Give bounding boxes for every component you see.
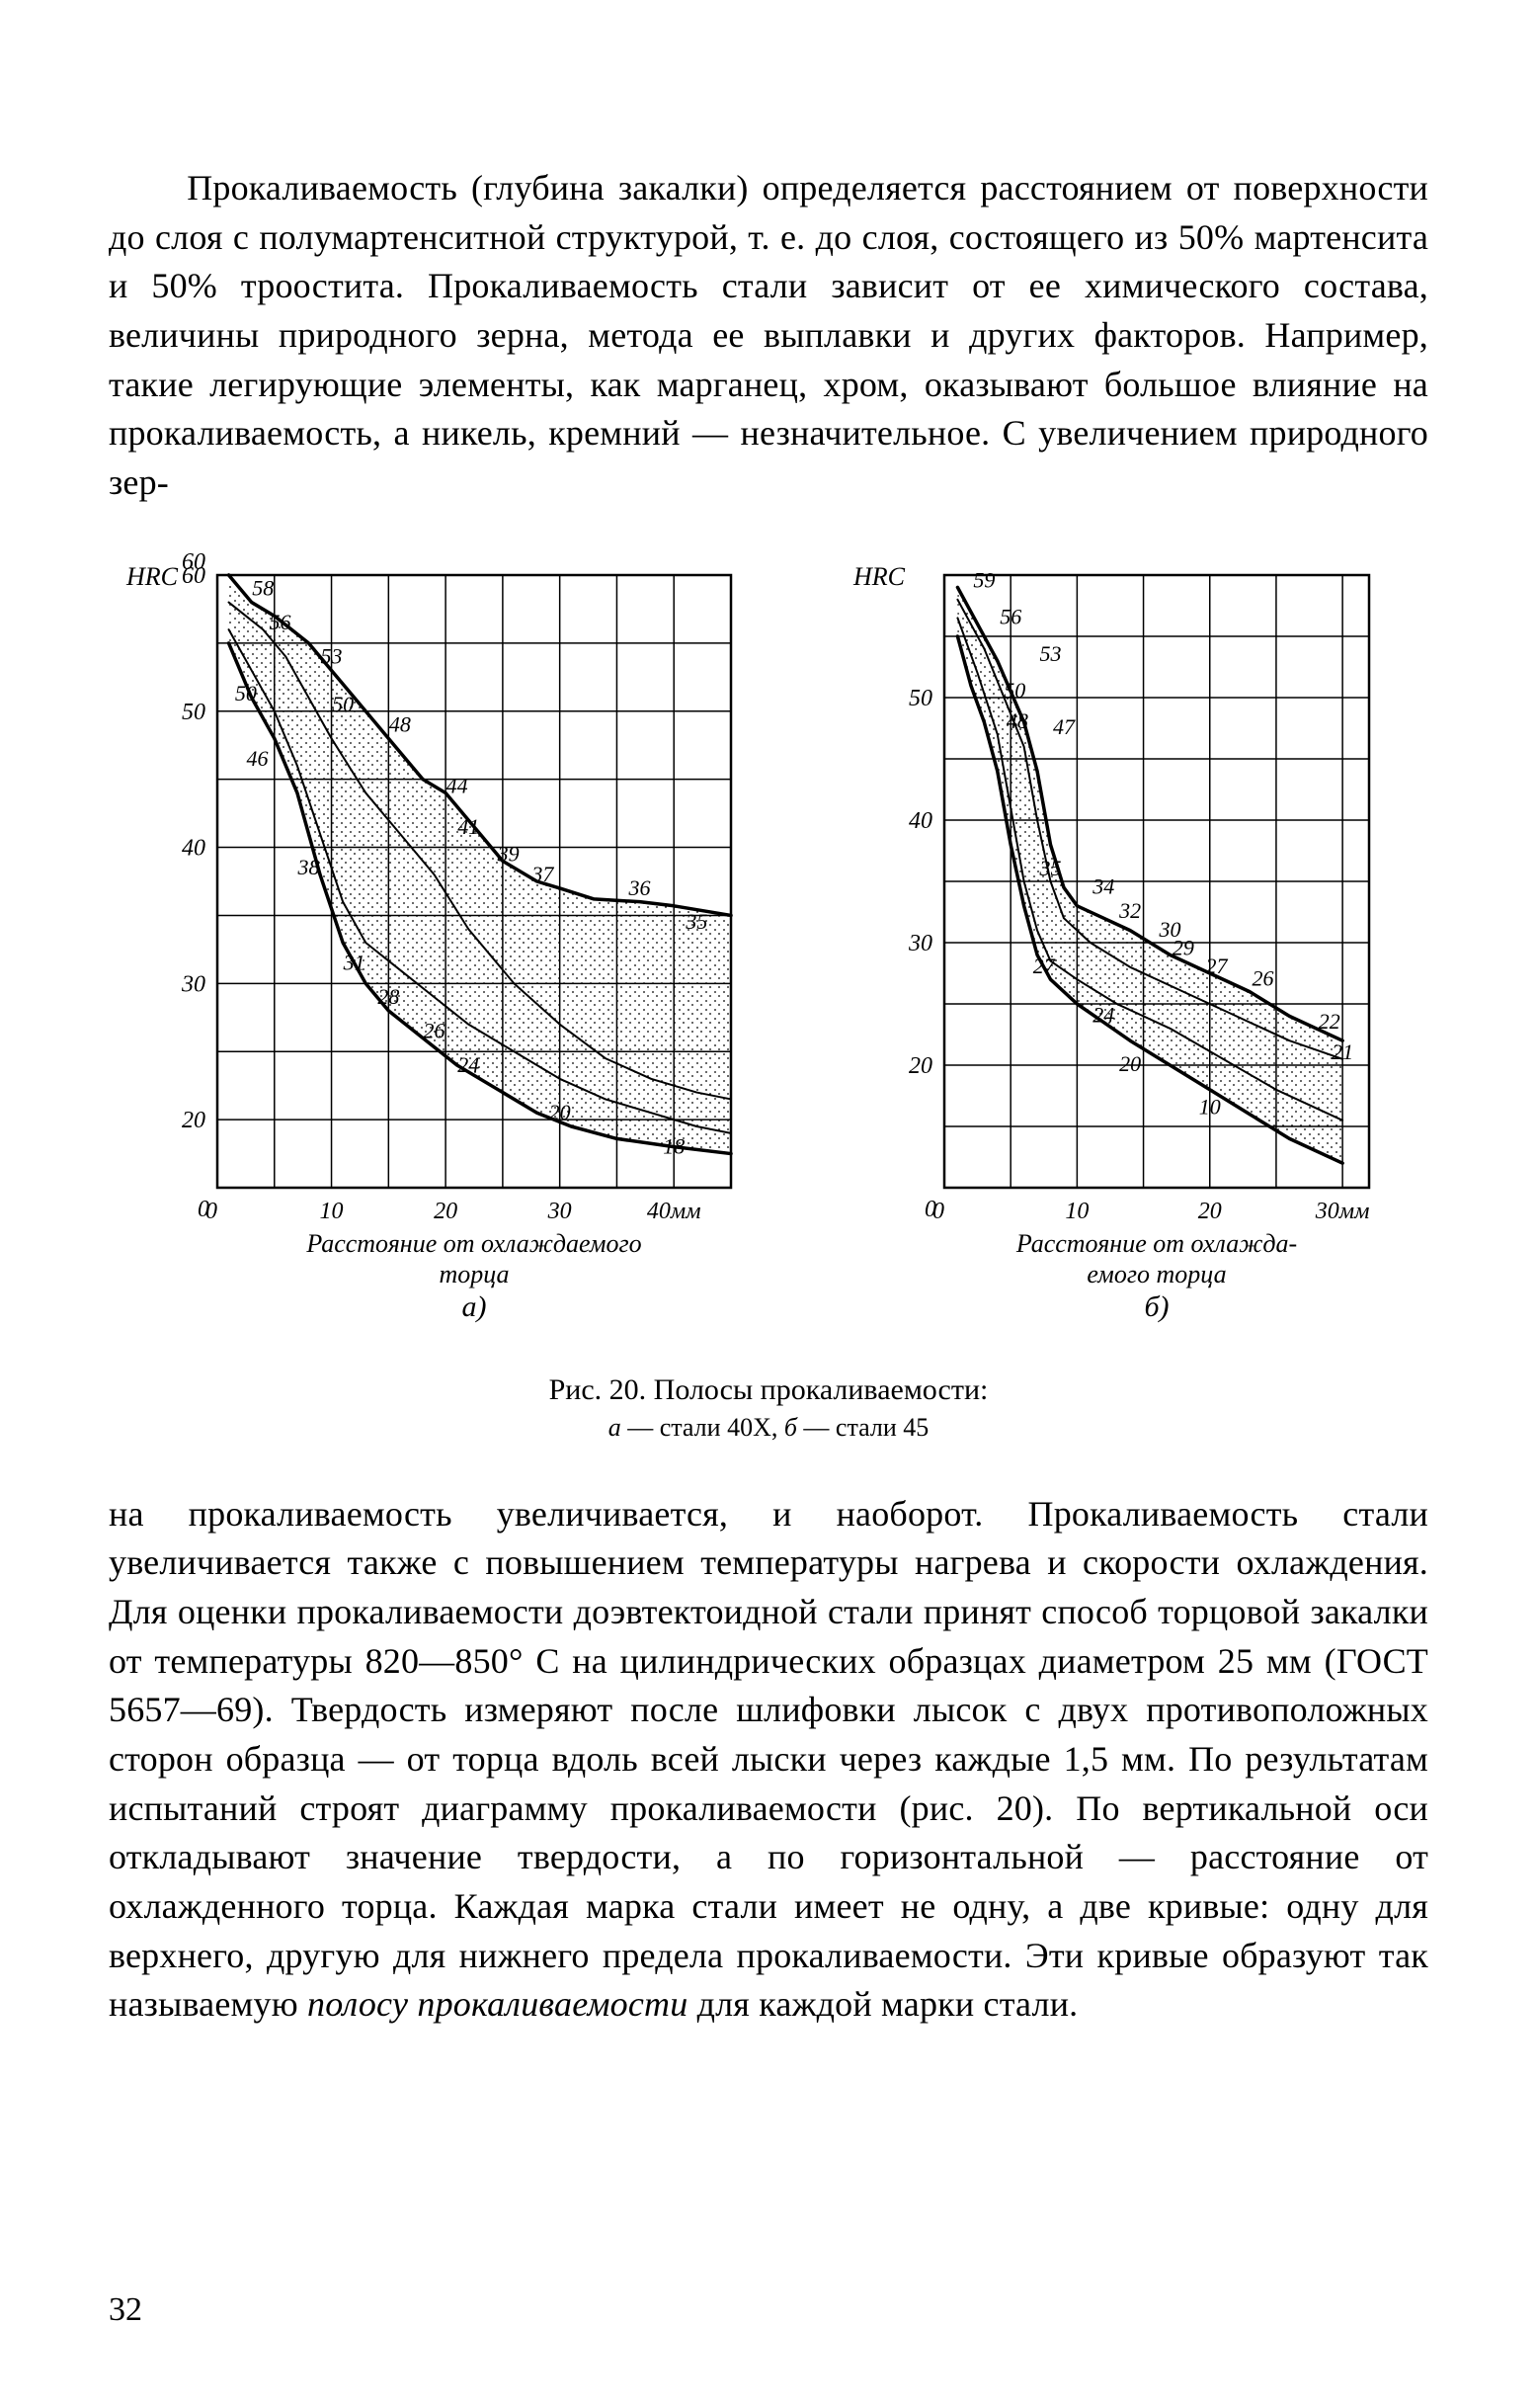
svg-text:18: 18 [663, 1133, 685, 1158]
svg-text:10: 10 [1065, 1199, 1089, 1224]
svg-text:30: 30 [908, 931, 932, 956]
svg-text:26: 26 [424, 1018, 445, 1042]
figure-caption: Рис. 20. Полосы прокаливаемости: а — ста… [109, 1373, 1428, 1443]
svg-text:20: 20 [434, 1199, 457, 1224]
svg-text:40: 40 [182, 835, 205, 861]
p2-part-b: полосу прокаливаемости [307, 1984, 688, 2024]
svg-text:27: 27 [1033, 954, 1056, 978]
svg-text:28: 28 [377, 984, 399, 1009]
svg-text:HRC: HRC [852, 562, 906, 591]
svg-text:35: 35 [1039, 856, 1062, 880]
svg-text:50: 50 [332, 691, 354, 715]
svg-text:36: 36 [628, 874, 651, 899]
svg-text:0: 0 [932, 1199, 944, 1224]
svg-text:50: 50 [1004, 678, 1025, 703]
svg-text:24: 24 [1092, 1002, 1114, 1027]
paragraph-1: Прокаливаемость (глубина закалки) опреде… [109, 164, 1428, 508]
svg-text:Расстояние от охлажда-: Расстояние от охлажда- [1015, 1229, 1297, 1258]
svg-text:20: 20 [909, 1053, 932, 1079]
svg-text:35: 35 [685, 909, 707, 934]
svg-text:б): б) [1144, 1290, 1169, 1323]
svg-text:24: 24 [457, 1052, 479, 1077]
caption-main: Рис. 20. Полосы прокаливаемости: [549, 1373, 989, 1406]
page-number: 32 [109, 2291, 142, 2329]
svg-text:41: 41 [457, 813, 479, 838]
paragraph-2: на прокаливаемость увеличивается, и наоб… [109, 1490, 1428, 2030]
svg-text:27: 27 [1205, 954, 1228, 978]
svg-text:38: 38 [296, 855, 319, 879]
svg-text:22: 22 [1319, 1009, 1340, 1034]
svg-text:39: 39 [497, 841, 520, 866]
svg-text:47: 47 [1053, 714, 1076, 739]
caption-sub-b-text: — стали 45 [797, 1413, 929, 1442]
caption-sub-a-letter: а [608, 1413, 621, 1442]
svg-text:20: 20 [549, 1100, 571, 1124]
svg-text:34: 34 [1092, 873, 1114, 898]
svg-text:32: 32 [1118, 898, 1141, 923]
svg-text:46: 46 [246, 746, 268, 771]
svg-text:20: 20 [1119, 1051, 1141, 1076]
svg-text:Расстояние от охлаждаемого: Расстояние от охлаждаемого [305, 1229, 641, 1258]
figures-row: 02030405060HRC60010203040ммРасстояние от… [109, 545, 1428, 1356]
svg-text:10: 10 [320, 1199, 344, 1224]
svg-text:30: 30 [547, 1199, 572, 1224]
svg-text:29: 29 [1173, 935, 1194, 959]
svg-text:26: 26 [1253, 965, 1274, 990]
svg-text:59: 59 [973, 567, 995, 592]
svg-text:60: 60 [182, 549, 205, 575]
svg-text:40мм: 40мм [647, 1199, 701, 1224]
svg-text:21: 21 [1332, 1039, 1353, 1064]
svg-text:58: 58 [252, 575, 274, 600]
figure-a: 02030405060HRC60010203040ммРасстояние от… [109, 545, 770, 1356]
svg-text:HRC: HRC [125, 562, 179, 591]
svg-text:53: 53 [1040, 641, 1062, 666]
svg-text:20: 20 [1198, 1199, 1222, 1224]
svg-text:50: 50 [182, 699, 205, 724]
figure-b: 020304050HRC0102030ммРасстояние от охлаж… [846, 545, 1428, 1356]
svg-text:37: 37 [530, 862, 554, 886]
p2-part-a: на прокаливаемость увеличивается, и наоб… [109, 1494, 1428, 2025]
svg-text:48: 48 [1007, 708, 1028, 733]
svg-text:0: 0 [205, 1199, 217, 1224]
caption-sub-b-letter: б [784, 1413, 797, 1442]
svg-text:31: 31 [343, 950, 365, 974]
svg-text:48: 48 [389, 711, 411, 736]
svg-text:10: 10 [1199, 1094, 1221, 1119]
svg-text:56: 56 [1000, 604, 1021, 628]
caption-sub-a-text: — стали 40Х, [621, 1413, 784, 1442]
svg-text:50: 50 [909, 686, 932, 711]
page: Прокаливаемость (глубина закалки) опреде… [0, 0, 1537, 2408]
chart-a: 02030405060HRC60010203040ммРасстояние от… [109, 545, 770, 1356]
svg-text:40: 40 [909, 808, 932, 834]
chart-b: 020304050HRC0102030ммРасстояние от охлаж… [846, 545, 1428, 1356]
p2-part-c: для каждой марки стали. [688, 1984, 1078, 2024]
svg-text:44: 44 [446, 773, 468, 797]
svg-text:53: 53 [321, 643, 343, 668]
svg-text:емого торца: емого торца [1087, 1260, 1226, 1288]
svg-text:а): а) [462, 1290, 487, 1323]
svg-text:50: 50 [235, 680, 257, 705]
svg-text:30: 30 [181, 971, 205, 997]
svg-text:56: 56 [270, 610, 291, 634]
svg-text:30мм: 30мм [1315, 1199, 1370, 1224]
svg-text:20: 20 [182, 1108, 205, 1133]
svg-text:торца: торца [439, 1260, 509, 1288]
